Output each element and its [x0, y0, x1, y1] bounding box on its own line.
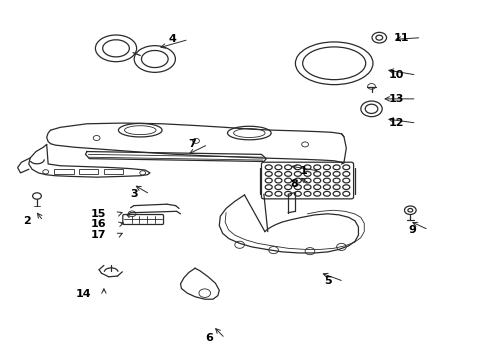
Text: 2: 2	[23, 216, 31, 226]
Text: 7: 7	[188, 139, 196, 149]
Text: 10: 10	[388, 70, 404, 80]
Text: 14: 14	[76, 289, 92, 299]
Text: 8: 8	[289, 179, 297, 189]
Text: 16: 16	[90, 220, 106, 229]
Text: 12: 12	[388, 118, 404, 128]
Text: 13: 13	[388, 94, 404, 104]
Text: 9: 9	[408, 225, 416, 235]
Text: 5: 5	[324, 276, 331, 287]
Text: 6: 6	[204, 333, 213, 343]
Text: 17: 17	[91, 230, 106, 240]
Text: 3: 3	[130, 189, 138, 199]
Text: 4: 4	[168, 35, 176, 44]
Text: 11: 11	[393, 33, 408, 43]
Text: 15: 15	[91, 209, 106, 219]
Text: 1: 1	[299, 166, 307, 176]
